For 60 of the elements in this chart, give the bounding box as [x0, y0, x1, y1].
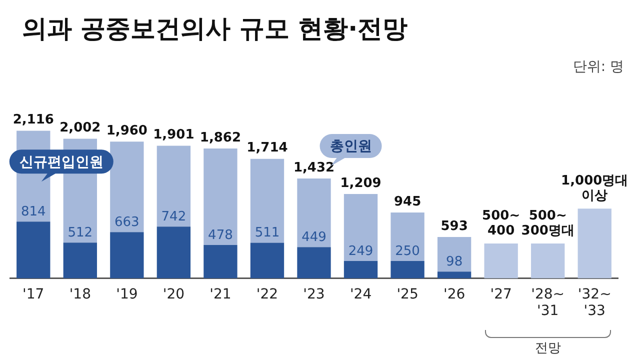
bar: [578, 208, 612, 278]
x-tick-label: '28~'31: [531, 286, 565, 320]
bar: [204, 148, 238, 246]
data-label: 98: [446, 254, 463, 270]
x-tick-label: '27: [490, 286, 512, 302]
x-tick-label: '25: [396, 286, 418, 302]
bar: [63, 242, 97, 278]
total-label: 945: [394, 194, 422, 210]
x-tick-label: '32~'33: [578, 286, 612, 320]
data-label: 512: [68, 226, 93, 241]
bar: [297, 247, 331, 278]
x-tick-label: '24: [350, 286, 372, 302]
bar: [250, 242, 284, 278]
bar: [156, 226, 191, 278]
total-label: 1,960: [106, 124, 148, 139]
total-label: 1,714: [246, 140, 288, 156]
total-label: 1,432: [293, 160, 335, 176]
bar: [16, 222, 50, 278]
data-label: 814: [20, 204, 46, 220]
data-label: 449: [302, 230, 326, 245]
total-label: 2,116: [12, 112, 54, 128]
x-tick-label: '26: [443, 286, 466, 302]
bar: [390, 212, 424, 261]
bar: [297, 178, 331, 248]
bar: [531, 244, 565, 278]
data-label: 500~400: [482, 208, 520, 238]
total-label: 1,209: [340, 176, 382, 191]
bar: [344, 261, 378, 278]
data-label: 478: [208, 228, 233, 243]
text: 단위: 명: [572, 58, 624, 76]
x-tick-label: '23: [303, 286, 325, 302]
x-tick-label: '21: [210, 286, 232, 302]
bar: [250, 158, 284, 243]
bar: [156, 146, 191, 227]
bar: [437, 237, 472, 272]
total-label: 593: [440, 218, 468, 234]
x-tick-label: '18: [69, 286, 91, 302]
bar: [390, 260, 424, 278]
x-tick-label: '22: [256, 286, 278, 302]
data-label: 742: [161, 210, 186, 225]
x-tick-label: '19: [116, 286, 138, 302]
total-label: 1,901: [153, 128, 194, 143]
data-label: 511: [254, 226, 280, 241]
bar: [204, 245, 238, 278]
data-label: 500~300명대: [521, 208, 574, 238]
bar: [110, 232, 144, 278]
total-label: 1,862: [200, 130, 242, 146]
data-label: 663: [114, 215, 140, 230]
total-label: 2,002: [60, 120, 101, 136]
text: 전망: [534, 340, 562, 357]
bar: [110, 142, 144, 232]
x-tick-label: '20: [162, 286, 185, 302]
x-tick-label: '17: [22, 286, 44, 302]
bar: [344, 194, 378, 262]
chart-title: 의과 공중보건의사 규모 현황·전망: [22, 13, 408, 45]
bar: [484, 244, 518, 278]
data-label: 249: [348, 244, 374, 259]
data-label: 1,000명대 이상: [561, 174, 628, 204]
data-label: 250: [395, 244, 420, 259]
bar: [437, 272, 472, 278]
